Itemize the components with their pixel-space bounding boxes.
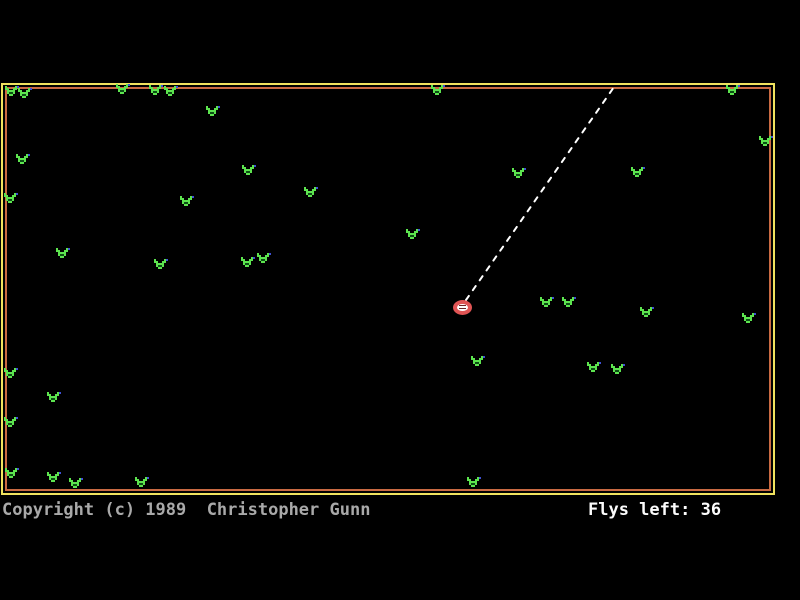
fly[interactable] [2, 368, 4, 370]
fly[interactable] [239, 257, 241, 259]
fly[interactable] [638, 307, 640, 309]
fly[interactable] [629, 167, 631, 169]
fly[interactable] [54, 248, 56, 250]
fly[interactable] [114, 84, 116, 86]
fly[interactable] [14, 154, 16, 156]
fly[interactable] [67, 478, 69, 480]
fly[interactable] [147, 85, 149, 87]
fly[interactable] [3, 468, 5, 470]
fly[interactable] [404, 229, 406, 231]
fly[interactable] [585, 362, 587, 364]
flys-left-counter: Flys left: 36 [588, 500, 721, 520]
fly[interactable] [429, 85, 431, 87]
spider-eyes-icon [459, 305, 466, 309]
fly[interactable] [133, 477, 135, 479]
fly[interactable] [740, 313, 742, 315]
fly[interactable] [162, 86, 164, 88]
fly[interactable] [538, 297, 540, 299]
playfield-border-inner [5, 87, 771, 491]
fly[interactable] [465, 477, 467, 479]
fly[interactable] [724, 85, 726, 87]
fly[interactable] [178, 196, 180, 198]
fly[interactable] [2, 417, 4, 419]
flys-left-label: Flys left: [588, 500, 701, 520]
copyright-text: Copyright (c) 1989 Christopher Gunn [2, 500, 371, 520]
fly[interactable] [560, 297, 562, 299]
spider-body-center [457, 304, 468, 311]
fly[interactable] [510, 168, 512, 170]
fly[interactable] [3, 86, 5, 88]
fly[interactable] [45, 472, 47, 474]
fly[interactable] [16, 88, 18, 90]
spider[interactable] [453, 300, 472, 315]
status-bar: Copyright (c) 1989 Christopher Gunn Flys… [0, 500, 800, 520]
flys-left-count: 36 [700, 500, 722, 520]
fly[interactable] [302, 187, 304, 189]
fly[interactable] [152, 259, 154, 261]
fly[interactable] [2, 193, 4, 195]
fly[interactable] [757, 136, 759, 138]
fly[interactable] [45, 392, 47, 394]
playfield-border-outer [1, 83, 775, 495]
fly[interactable] [609, 364, 611, 366]
fly[interactable] [204, 106, 206, 108]
fly[interactable] [240, 165, 242, 167]
fly[interactable] [469, 356, 471, 358]
fly[interactable] [255, 253, 257, 255]
